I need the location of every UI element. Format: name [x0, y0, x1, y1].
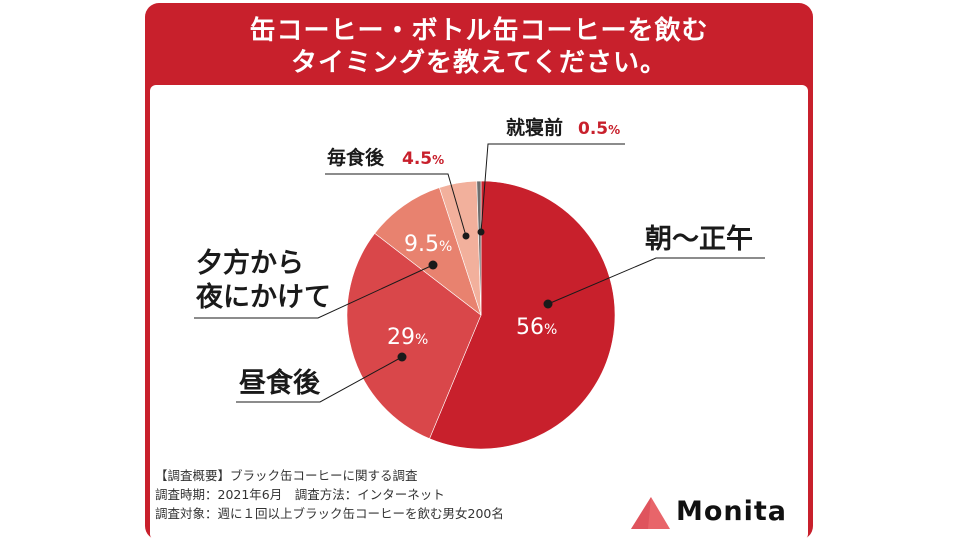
pie-slice-before-bed	[476, 180, 482, 316]
leader-after-lunch	[236, 356, 403, 403]
label-evening-line2: 夜にかけて	[195, 281, 331, 313]
footnote-line-3: 調査対象：週に１回以上ブラック缶コーヒーを飲む男女200名	[155, 506, 504, 521]
value-evening: 9.5%	[404, 232, 452, 257]
label-after-lunch: 昼食後	[239, 367, 321, 399]
survey-footnote: 【調査概要】ブラック缶コーヒーに関する調査 調査時期：2021年6月 調査方法：…	[155, 466, 504, 523]
marker-after-lunch	[397, 352, 407, 362]
leader-evening	[194, 264, 434, 319]
chart-card: 缶コーヒー・ボトル缶コーヒーを飲む タイミングを教えてください。	[145, 3, 813, 540]
leader-morning	[547, 257, 765, 305]
value-before-bed-number: 0.5	[578, 119, 608, 139]
value-after-lunch-number: 29	[387, 325, 415, 350]
label-after-meals: 毎食後	[327, 146, 385, 169]
value-morning-unit: %	[544, 322, 557, 338]
value-evening-unit: %	[439, 239, 452, 255]
value-before-bed: 0.5%	[578, 119, 620, 139]
marker-morning	[543, 299, 553, 309]
value-evening-number: 9.5	[404, 232, 439, 257]
chart-title: 缶コーヒー・ボトル缶コーヒーを飲む タイミングを教えてください。	[145, 15, 813, 79]
marker-before-bed	[477, 228, 485, 236]
value-morning: 56%	[516, 315, 557, 340]
label-morning: 朝〜正午	[645, 223, 753, 255]
leader-after-meals	[325, 173, 467, 237]
value-after-meals: 4.5%	[402, 149, 444, 169]
footnote-line-2: 調査時期：2021年6月 調査方法：インターネット	[155, 487, 445, 502]
label-before-bed: 就寝前	[506, 116, 563, 139]
monita-logo: Monita	[628, 494, 808, 534]
value-after-lunch: 29%	[387, 325, 428, 350]
brand-name: Monita	[676, 496, 788, 527]
pie-slice-evening	[374, 187, 482, 316]
title-line-1: 缶コーヒー・ボトル缶コーヒーを飲む	[249, 16, 709, 46]
marker-after-meals	[462, 232, 470, 240]
value-after-lunch-unit: %	[415, 332, 428, 348]
leader-before-bed	[480, 143, 625, 233]
footnote-line-1: 【調査概要】ブラック缶コーヒーに関する調査	[155, 468, 418, 483]
value-after-meals-unit: %	[432, 153, 444, 167]
label-evening-line1: 夕方から	[196, 247, 304, 279]
value-after-meals-number: 4.5	[402, 149, 432, 169]
marker-evening	[428, 260, 438, 270]
value-morning-number: 56	[516, 315, 544, 340]
value-before-bed-unit: %	[608, 123, 620, 137]
title-line-2: タイミングを教えてください。	[291, 48, 667, 78]
pie-slice-morning	[429, 180, 616, 450]
pie-slice-after-lunch	[346, 232, 482, 440]
monita-triangle-icon	[631, 497, 670, 529]
